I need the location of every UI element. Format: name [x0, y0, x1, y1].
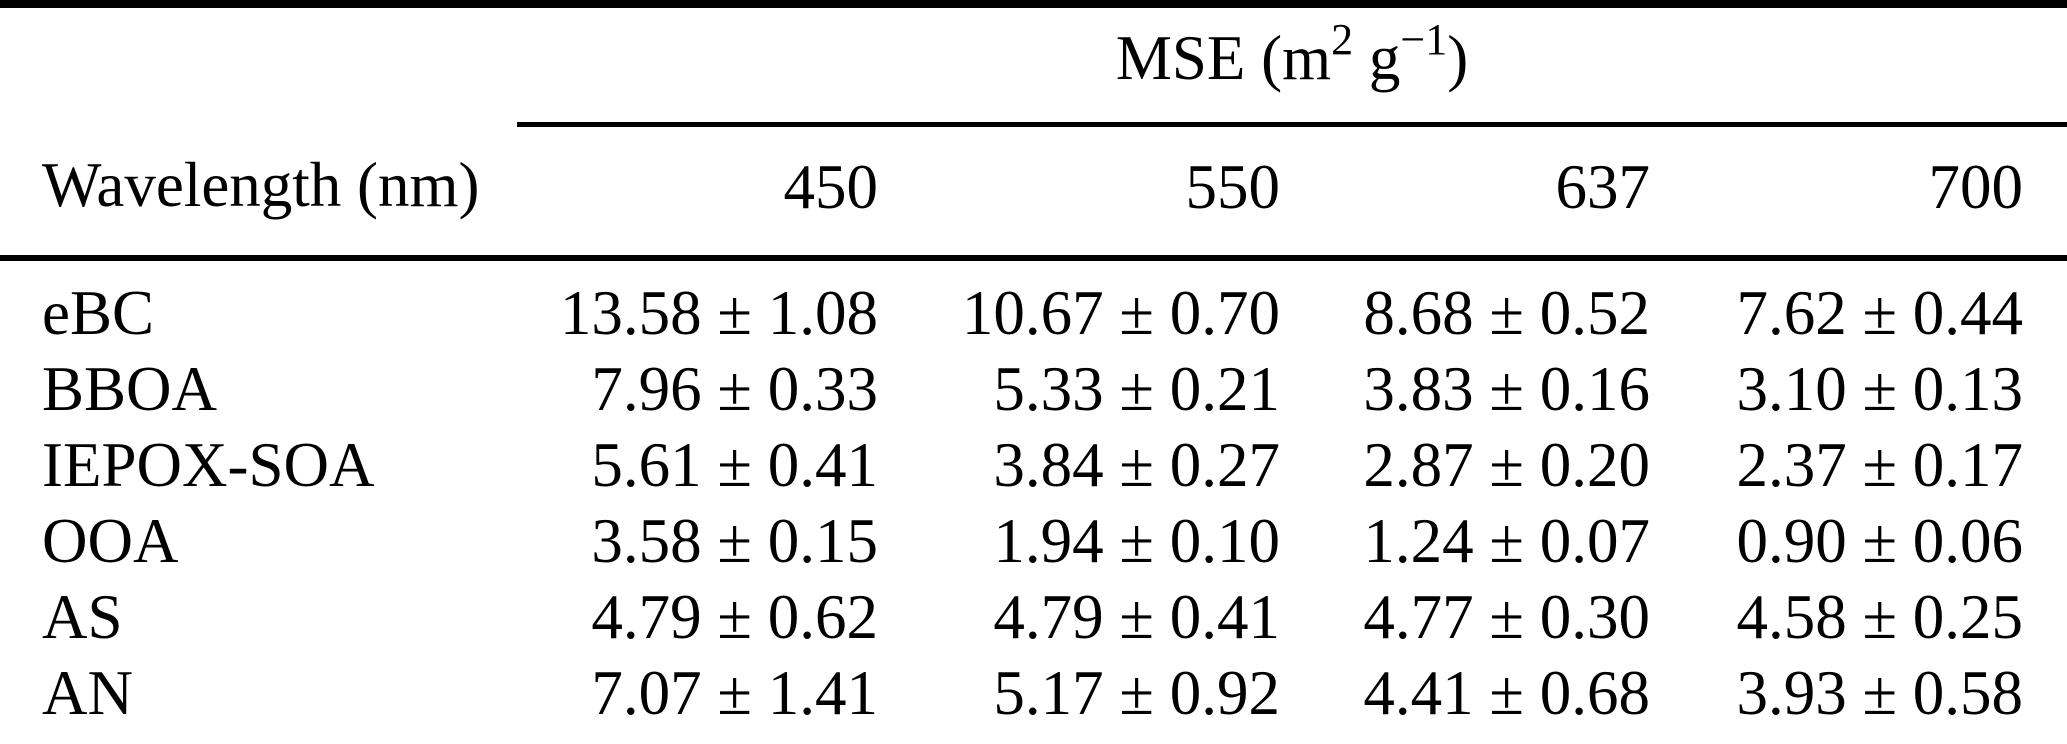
cell-ooa-637: 1.24 ± 0.07	[1363, 505, 1650, 576]
table-row-ooa: OOA 3.58 ± 0.15 1.94 ± 0.10 1.24 ± 0.07 …	[0, 503, 2067, 579]
col-header-700: 700	[1650, 124, 2067, 261]
col-header-637: 637	[1280, 124, 1650, 261]
mse-superscript-neg1: −1	[1400, 15, 1448, 65]
cell-an-450: 7.07 ± 1.41	[591, 657, 878, 728]
mse-label-mid: g	[1353, 22, 1401, 93]
row-label-ooa: OOA	[42, 505, 179, 576]
col-header-550: 550	[878, 124, 1280, 261]
cell-iepox-637: 2.87 ± 0.20	[1363, 429, 1650, 500]
mse-group-header: MSE (m2 g−1)	[517, 4, 2067, 127]
cell-bboa-700: 3.10 ± 0.13	[1736, 353, 2024, 424]
cell-ooa-450: 3.58 ± 0.15	[591, 505, 878, 576]
cell-iepox-700: 2.37 ± 0.17	[1736, 429, 2024, 500]
row-label-iepox-soa: IEPOX-SOA	[42, 429, 375, 500]
cell-bboa-450: 7.96 ± 0.33	[591, 353, 878, 424]
mse-label-prefix: MSE (m	[1115, 22, 1332, 93]
cell-an-550: 5.17 ± 0.92	[993, 657, 1280, 728]
cell-ooa-700: 0.90 ± 0.06	[1736, 505, 2024, 576]
mse-superscript-2: 2	[1331, 15, 1354, 65]
cell-iepox-550: 3.84 ± 0.27	[993, 429, 1280, 500]
mse-label-suffix: )	[1447, 22, 1469, 93]
cell-as-700: 4.58 ± 0.25	[1736, 581, 2024, 652]
cell-an-700: 3.93 ± 0.58	[1736, 657, 2024, 728]
cell-ebc-700: 7.62 ± 0.44	[1736, 277, 2024, 348]
row-label-bboa: BBOA	[42, 353, 218, 424]
table-row-bboa: BBOA 7.96 ± 0.33 5.33 ± 0.21 3.83 ± 0.16…	[0, 351, 2067, 427]
column-header-row: Wavelength (nm) 450 550 637 700	[0, 124, 2067, 261]
row-label-as: AS	[42, 581, 123, 652]
cell-ebc-450: 13.58 ± 1.08	[559, 277, 878, 348]
cell-ebc-637: 8.68 ± 0.52	[1363, 277, 1650, 348]
col-header-450: 450	[517, 124, 878, 261]
cell-as-637: 4.77 ± 0.30	[1363, 581, 1650, 652]
cell-ooa-550: 1.94 ± 0.10	[993, 505, 1280, 576]
cell-bboa-550: 5.33 ± 0.21	[993, 353, 1280, 424]
cell-as-450: 4.79 ± 0.62	[591, 581, 878, 652]
cell-ebc-550: 10.67 ± 0.70	[961, 277, 1280, 348]
row-label-ebc: eBC	[42, 277, 155, 348]
cell-iepox-450: 5.61 ± 0.41	[591, 429, 878, 500]
table-row-ebc: eBC 13.58 ± 1.08 10.67 ± 0.70 8.68 ± 0.5…	[0, 258, 2067, 351]
cell-an-637: 4.41 ± 0.68	[1363, 657, 1650, 728]
empty-corner-cell	[0, 4, 517, 125]
table-row-an: AN 7.07 ± 1.41 5.17 ± 0.92 4.41 ± 0.68 3…	[0, 655, 2067, 744]
cell-bboa-637: 3.83 ± 0.16	[1363, 353, 1650, 424]
wavelength-header: Wavelength (nm)	[0, 124, 517, 261]
table-row-iepox-soa: IEPOX-SOA 5.61 ± 0.41 3.84 ± 0.27 2.87 ±…	[0, 427, 2067, 503]
cell-as-550: 4.79 ± 0.41	[993, 581, 1280, 652]
row-label-an: AN	[42, 657, 133, 728]
table-row-as: AS 4.79 ± 0.62 4.79 ± 0.41 4.77 ± 0.30 4…	[0, 579, 2067, 655]
group-header-row: MSE (m2 g−1)	[0, 4, 2067, 127]
